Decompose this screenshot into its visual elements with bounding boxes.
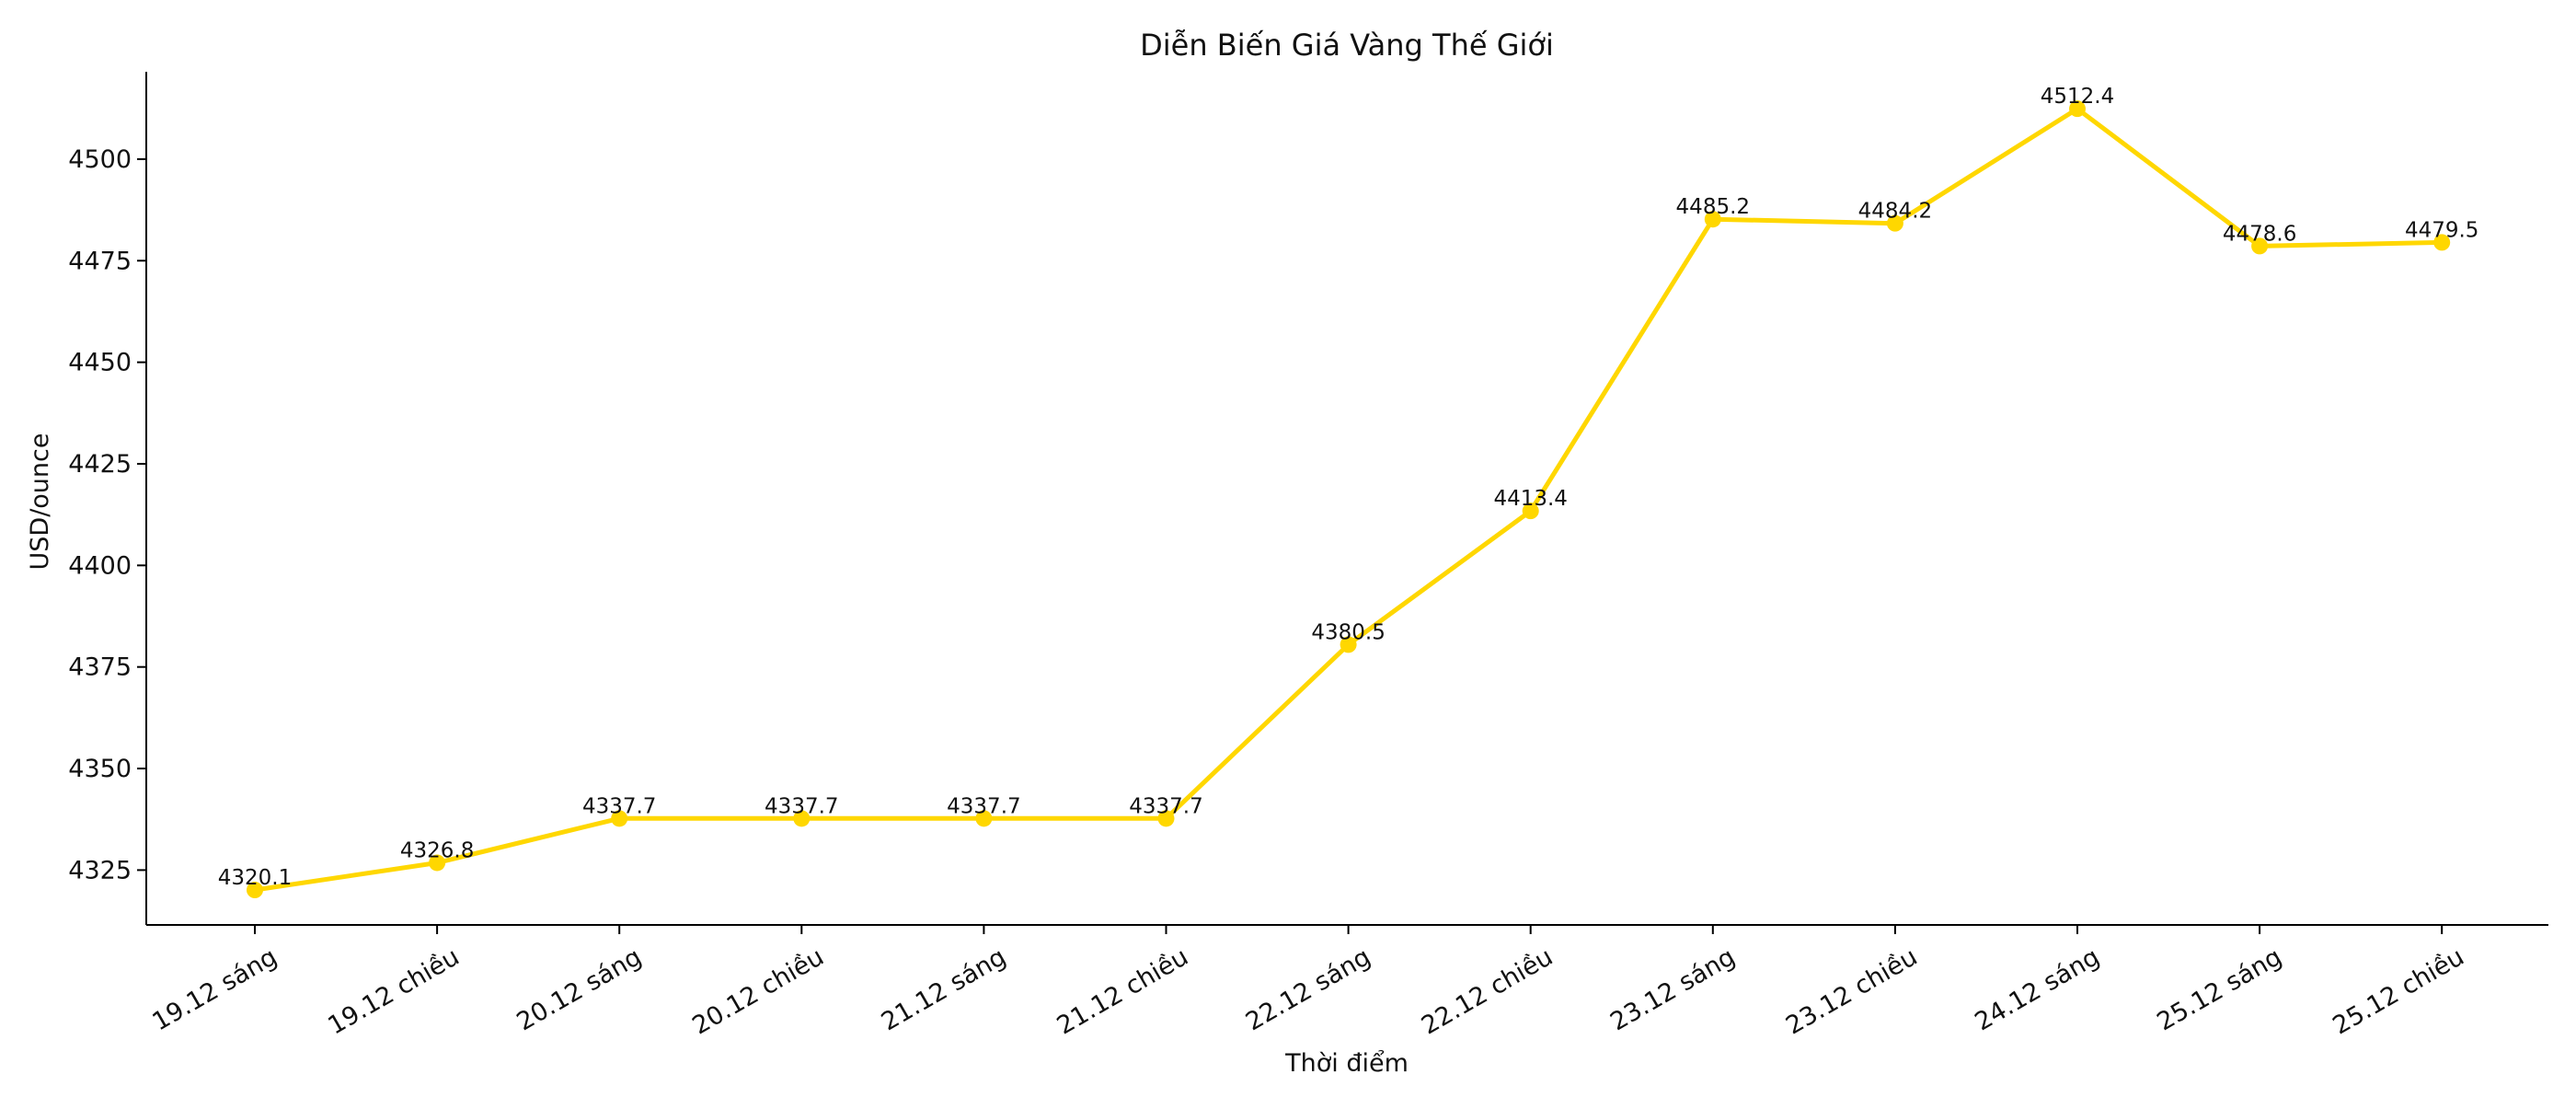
x-axis-label: Thời điểm: [1284, 1049, 1409, 1078]
y-tick-label: 4375: [68, 653, 132, 682]
x-tick-label: 22.12 chiều: [1417, 942, 1558, 1040]
data-point: [2069, 100, 2086, 118]
data-label: 4479.5: [2405, 218, 2478, 242]
data-point: [1522, 503, 1539, 520]
data-point: [611, 810, 628, 827]
y-tick-label: 4350: [68, 755, 132, 783]
data-point: [247, 882, 263, 899]
data-point: [2251, 237, 2269, 255]
x-tick-label: 20.12 sáng: [512, 942, 647, 1036]
data-label: 4380.5: [1311, 620, 1385, 644]
x-axis-ticks: 19.12 sáng 19.12 chiều 20.12 sáng 20.12 chi…: [147, 925, 2469, 1041]
data-label: 4337.7: [947, 794, 1020, 818]
data-point: [975, 810, 993, 827]
x-tick-label: 21.12 sáng: [877, 942, 1011, 1036]
y-tick-label: 4425: [68, 450, 132, 479]
x-tick-label: 23.12 chiều: [1781, 942, 1922, 1040]
y-tick-label: 4500: [68, 145, 132, 174]
data-label: 4512.4: [2041, 85, 2114, 109]
data-point: [2433, 234, 2451, 251]
data-labels: 4320.1 4326.8 4337.7 4337.7 4337.7 4337.7 4380…: [218, 85, 2479, 890]
data-label: 4337.7: [765, 794, 838, 818]
y-axis-label: USD/ounce: [26, 433, 54, 571]
x-tick-label: 21.12 chiều: [1052, 942, 1193, 1040]
x-tick-label: 24.12 sáng: [1970, 942, 2104, 1036]
x-tick-label: 20.12 chiều: [688, 942, 829, 1040]
x-tick-label: 22.12 sáng: [1241, 942, 1375, 1036]
data-label: 4337.7: [582, 794, 656, 818]
series-line: [254, 106, 2443, 893]
axes: [145, 72, 2548, 926]
x-tick-label: 19.12 chiều: [323, 942, 464, 1040]
x-tick-label: 23.12 sáng: [1605, 942, 1740, 1036]
x-tick-label: 25.12 chiều: [2328, 942, 2468, 1040]
y-tick-label: 4400: [68, 551, 132, 580]
series-layer: [247, 100, 2451, 899]
data-label: 4413.4: [1493, 487, 1567, 511]
x-tick-label: 19.12 sáng: [147, 942, 282, 1036]
data-point: [429, 854, 446, 872]
data-label: 4484.2: [1858, 200, 1932, 224]
data-point: [1704, 211, 1721, 228]
data-label: 4326.8: [400, 838, 474, 862]
data-point: [793, 810, 811, 827]
data-label: 4478.6: [2223, 222, 2296, 246]
data-label: 4320.1: [218, 866, 292, 890]
data-point: [1340, 636, 1357, 653]
y-axis-ticks: 4325 4350 4375 4400 4425 4450 4475 4500: [68, 145, 146, 884]
data-point: [1157, 810, 1175, 827]
chart-title: Diễn Biến Giá Vàng Thế Giới: [1140, 28, 1554, 63]
data-point: [1886, 214, 1903, 232]
x-tick-label: 25.12 sáng: [2153, 942, 2287, 1036]
y-tick-label: 4325: [68, 856, 132, 884]
data-label: 4485.2: [1676, 195, 1750, 219]
data-label: 4337.7: [1129, 794, 1202, 818]
y-tick-label: 4450: [68, 349, 132, 377]
y-tick-label: 4475: [68, 247, 132, 275]
